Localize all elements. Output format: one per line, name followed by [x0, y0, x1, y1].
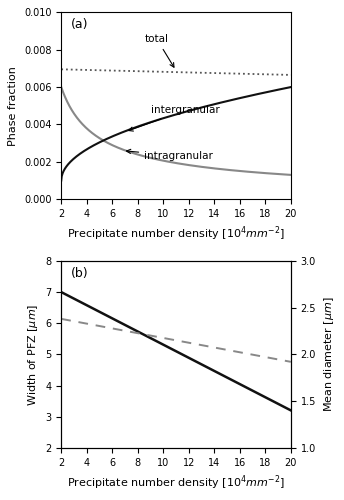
Y-axis label: Mean diameter [$\mu m$]: Mean diameter [$\mu m$] — [322, 296, 336, 412]
Text: (b): (b) — [71, 266, 88, 280]
X-axis label: Precipitate number density [$10^4mm^{-2}$]: Precipitate number density [$10^4mm^{-2}… — [67, 224, 285, 243]
Y-axis label: Width of PFZ [$\mu m$]: Width of PFZ [$\mu m$] — [26, 303, 40, 406]
Text: intragranular: intragranular — [127, 150, 213, 161]
X-axis label: Precipitate number density [$10^4mm^{-2}$]: Precipitate number density [$10^4mm^{-2}… — [67, 473, 285, 492]
Text: (a): (a) — [71, 18, 88, 31]
Y-axis label: Phase fraction: Phase fraction — [8, 66, 18, 146]
Text: total: total — [145, 34, 174, 67]
Text: intergranular: intergranular — [129, 105, 219, 131]
